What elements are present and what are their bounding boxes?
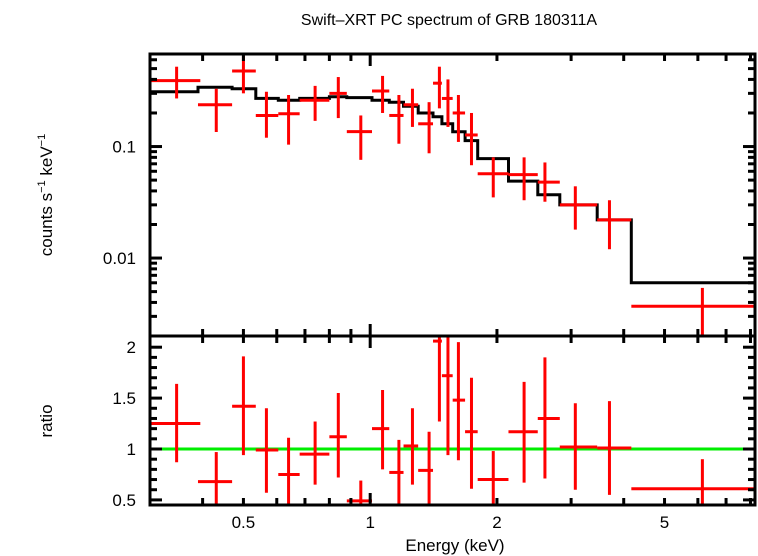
- ratio-data-point: [597, 401, 632, 495]
- x-tick-label: 0.5: [232, 513, 256, 532]
- ratio-data-point: [232, 356, 256, 456]
- ratio-data-point: [433, 336, 442, 422]
- spectrum-data-point: [346, 115, 373, 160]
- ratio-data-point: [150, 383, 201, 463]
- ratio-data-point: [477, 451, 509, 505]
- ratio-data-point: [255, 408, 279, 493]
- spectrum-data-point: [278, 94, 300, 145]
- spectrum-data-points: [150, 55, 755, 336]
- y-tick-label: 2: [127, 338, 136, 357]
- spectrum-y-axis-title: counts s−1 keV−1: [36, 134, 56, 256]
- spectrum-data-point: [631, 287, 755, 336]
- spectrum-data-point: [508, 157, 538, 201]
- ratio-panel: 0.5 1 1.5 2 ratio: [37, 334, 757, 510]
- ratio-data-point: [537, 357, 560, 479]
- spectrum-data-point: [197, 88, 233, 133]
- ratio-data-points: [150, 336, 755, 505]
- ratio-data-point: [559, 403, 598, 490]
- spectrum-data-point: [418, 102, 434, 154]
- spectrum-panel: 0.1 0.01 counts s−1 keV−1: [36, 52, 757, 338]
- spectrum-data-point: [389, 94, 404, 144]
- ratio-data-point: [329, 393, 347, 478]
- ratio-data-point: [278, 437, 300, 505]
- spectrum-data-point: [452, 94, 466, 142]
- spectrum-plot-frame: [148, 52, 757, 338]
- x-tick-label: 1: [365, 513, 374, 532]
- spectrum-data-point: [597, 200, 632, 250]
- ratio-y-axis-title: ratio: [37, 404, 56, 437]
- x-axis-title: Energy (keV): [405, 536, 504, 555]
- ratio-data-point: [452, 342, 466, 461]
- x-tick-labels: 0.5 1 2 5: [232, 513, 670, 532]
- y-tick-label: 0.01: [103, 249, 136, 268]
- spectrum-data-point: [441, 79, 453, 127]
- ratio-axis-ticks: [148, 336, 755, 505]
- spectrum-data-point: [403, 88, 419, 127]
- y-tick-label: 0.5: [112, 491, 136, 510]
- x-tick-label: 2: [492, 513, 501, 532]
- ratio-data-point: [418, 431, 434, 505]
- spectrum-data-point: [299, 85, 330, 121]
- spectrum-data-point: [372, 75, 390, 113]
- ratio-data-point: [631, 459, 755, 505]
- spectrum-y-tick-labels: 0.1 0.01: [103, 138, 136, 269]
- model-histogram: [150, 85, 755, 285]
- spectrum-data-point: [477, 157, 509, 198]
- chart-title: Swift–XRT PC spectrum of GRB 180311A: [301, 12, 597, 29]
- y-tick-label: 1.5: [112, 389, 136, 408]
- ratio-data-point: [372, 389, 390, 470]
- spectrum-data-point: [559, 186, 598, 230]
- ratio-data-point: [197, 452, 233, 505]
- y-tick-label: 0.1: [112, 138, 136, 157]
- ratio-data-point: [389, 439, 404, 505]
- ratio-data-point: [299, 421, 330, 485]
- spectrum-axis-ticks: [148, 54, 755, 338]
- ratio-plot-frame: [148, 334, 757, 507]
- ratio-data-point: [465, 377, 478, 489]
- ratio-y-tick-labels: 0.5 1 1.5 2: [112, 338, 136, 510]
- spectrum-data-point: [433, 66, 442, 109]
- spectrum-data-point: [537, 162, 560, 202]
- spectrum-data-point: [150, 66, 201, 99]
- spectrum-data-point: [255, 91, 279, 138]
- ratio-data-point: [508, 381, 538, 483]
- x-tick-label: 5: [660, 513, 669, 532]
- ratio-data-point: [403, 408, 419, 485]
- ratio-data-point: [441, 336, 453, 456]
- spectrum-data-point: [329, 77, 347, 119]
- spectrum-data-point: [232, 55, 256, 94]
- spectrum-data-point: [465, 112, 478, 166]
- model-step-line: [150, 85, 755, 285]
- y-tick-label: 1: [127, 440, 136, 459]
